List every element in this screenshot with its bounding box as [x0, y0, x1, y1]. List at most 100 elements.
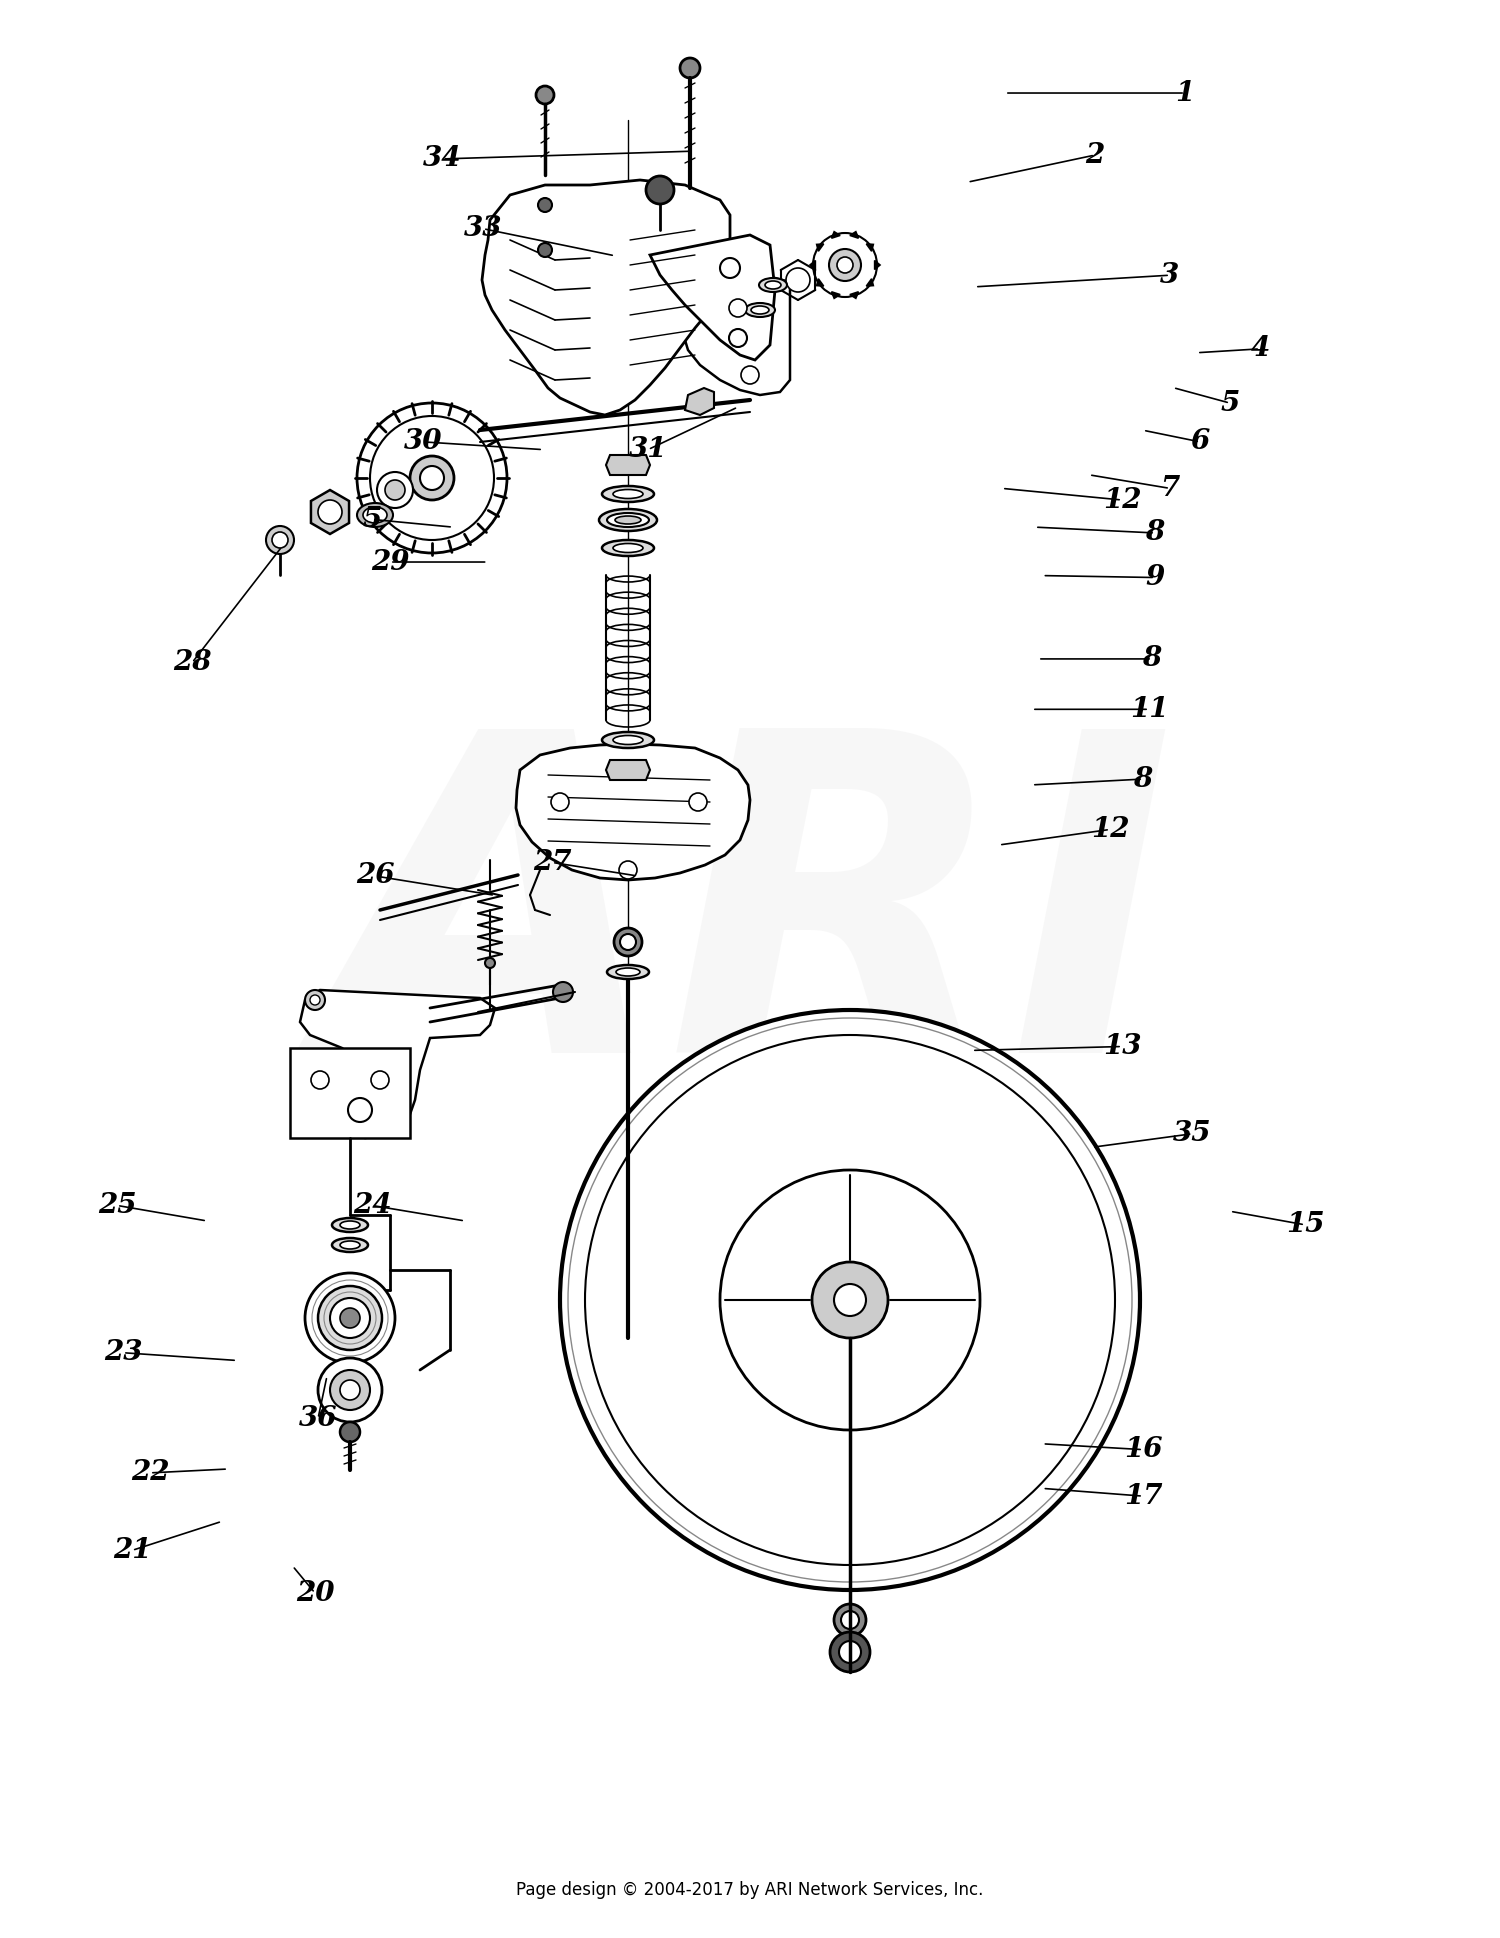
- Circle shape: [839, 1641, 861, 1663]
- Circle shape: [646, 176, 674, 203]
- Circle shape: [554, 983, 573, 1002]
- Ellipse shape: [614, 543, 644, 552]
- Text: 2: 2: [1086, 141, 1104, 169]
- Circle shape: [318, 500, 342, 523]
- Circle shape: [729, 329, 747, 347]
- Text: 35: 35: [1173, 1120, 1212, 1147]
- Text: 31: 31: [628, 436, 668, 463]
- Circle shape: [348, 1099, 372, 1122]
- Text: 28: 28: [172, 649, 211, 676]
- Polygon shape: [831, 293, 840, 298]
- Text: 20: 20: [296, 1579, 334, 1607]
- Circle shape: [340, 1422, 360, 1442]
- Text: 30: 30: [404, 428, 442, 455]
- Circle shape: [741, 366, 759, 384]
- Text: 29: 29: [370, 548, 410, 576]
- Polygon shape: [516, 744, 750, 880]
- Circle shape: [688, 793, 706, 810]
- Text: 34: 34: [423, 145, 462, 172]
- Text: ARI: ARI: [324, 715, 1176, 1145]
- Circle shape: [330, 1298, 370, 1337]
- Circle shape: [614, 928, 642, 955]
- Circle shape: [729, 298, 747, 318]
- Circle shape: [420, 465, 444, 490]
- Circle shape: [357, 403, 507, 552]
- Circle shape: [560, 1010, 1140, 1589]
- Circle shape: [813, 233, 877, 297]
- Circle shape: [830, 248, 861, 281]
- Circle shape: [620, 860, 638, 880]
- Text: 16: 16: [1124, 1436, 1162, 1463]
- Text: 5: 5: [363, 506, 381, 533]
- Text: 21: 21: [112, 1537, 152, 1564]
- Text: 15: 15: [1286, 1211, 1324, 1238]
- Text: 7: 7: [1161, 475, 1179, 502]
- Circle shape: [720, 1171, 980, 1430]
- Text: Page design © 2004-2017 by ARI Network Services, Inc.: Page design © 2004-2017 by ARI Network S…: [516, 1880, 984, 1899]
- Polygon shape: [300, 990, 495, 1138]
- Circle shape: [812, 1262, 888, 1337]
- Ellipse shape: [759, 277, 788, 293]
- Ellipse shape: [340, 1221, 360, 1229]
- Circle shape: [310, 1072, 328, 1089]
- Circle shape: [834, 1285, 866, 1316]
- Ellipse shape: [602, 486, 654, 502]
- Ellipse shape: [608, 514, 650, 527]
- Polygon shape: [831, 233, 840, 238]
- Text: 3: 3: [1161, 262, 1179, 289]
- Ellipse shape: [765, 281, 782, 289]
- Polygon shape: [867, 244, 873, 252]
- Text: 13: 13: [1102, 1033, 1142, 1060]
- Ellipse shape: [752, 306, 770, 314]
- Circle shape: [340, 1380, 360, 1399]
- Circle shape: [272, 533, 288, 548]
- Circle shape: [330, 1370, 370, 1411]
- Polygon shape: [650, 234, 776, 360]
- Ellipse shape: [602, 541, 654, 556]
- Circle shape: [410, 455, 454, 500]
- Circle shape: [536, 85, 554, 105]
- Polygon shape: [874, 260, 880, 269]
- Circle shape: [370, 417, 494, 541]
- Circle shape: [680, 58, 700, 78]
- Polygon shape: [850, 293, 858, 298]
- Ellipse shape: [614, 490, 644, 498]
- Circle shape: [538, 198, 552, 211]
- Text: 1: 1: [1176, 79, 1194, 107]
- Text: 4: 4: [1251, 335, 1269, 362]
- Circle shape: [585, 1035, 1114, 1566]
- Circle shape: [266, 525, 294, 554]
- Text: 27: 27: [532, 849, 572, 876]
- Text: 24: 24: [352, 1192, 392, 1219]
- Text: 5: 5: [1221, 390, 1239, 417]
- Ellipse shape: [746, 302, 776, 318]
- Ellipse shape: [598, 510, 657, 531]
- Text: 23: 23: [104, 1339, 142, 1366]
- Text: 12: 12: [1090, 816, 1130, 843]
- Circle shape: [304, 990, 326, 1010]
- Ellipse shape: [616, 967, 640, 977]
- Polygon shape: [482, 180, 730, 415]
- Polygon shape: [810, 260, 816, 269]
- Text: 36: 36: [298, 1405, 338, 1432]
- Ellipse shape: [602, 733, 654, 748]
- Text: 8: 8: [1134, 766, 1152, 793]
- Ellipse shape: [615, 516, 640, 523]
- Polygon shape: [310, 490, 350, 535]
- Circle shape: [834, 1605, 866, 1636]
- Circle shape: [318, 1359, 382, 1422]
- Circle shape: [310, 994, 320, 1006]
- Polygon shape: [850, 233, 858, 238]
- Text: 8: 8: [1143, 645, 1161, 672]
- Ellipse shape: [332, 1238, 368, 1252]
- Polygon shape: [606, 455, 650, 475]
- Polygon shape: [682, 277, 790, 395]
- Circle shape: [720, 258, 740, 277]
- Ellipse shape: [363, 508, 387, 523]
- Circle shape: [786, 267, 810, 293]
- Bar: [290, 1048, 410, 1138]
- Polygon shape: [816, 279, 824, 287]
- Text: 6: 6: [1191, 428, 1209, 455]
- Polygon shape: [816, 244, 824, 252]
- Ellipse shape: [332, 1217, 368, 1233]
